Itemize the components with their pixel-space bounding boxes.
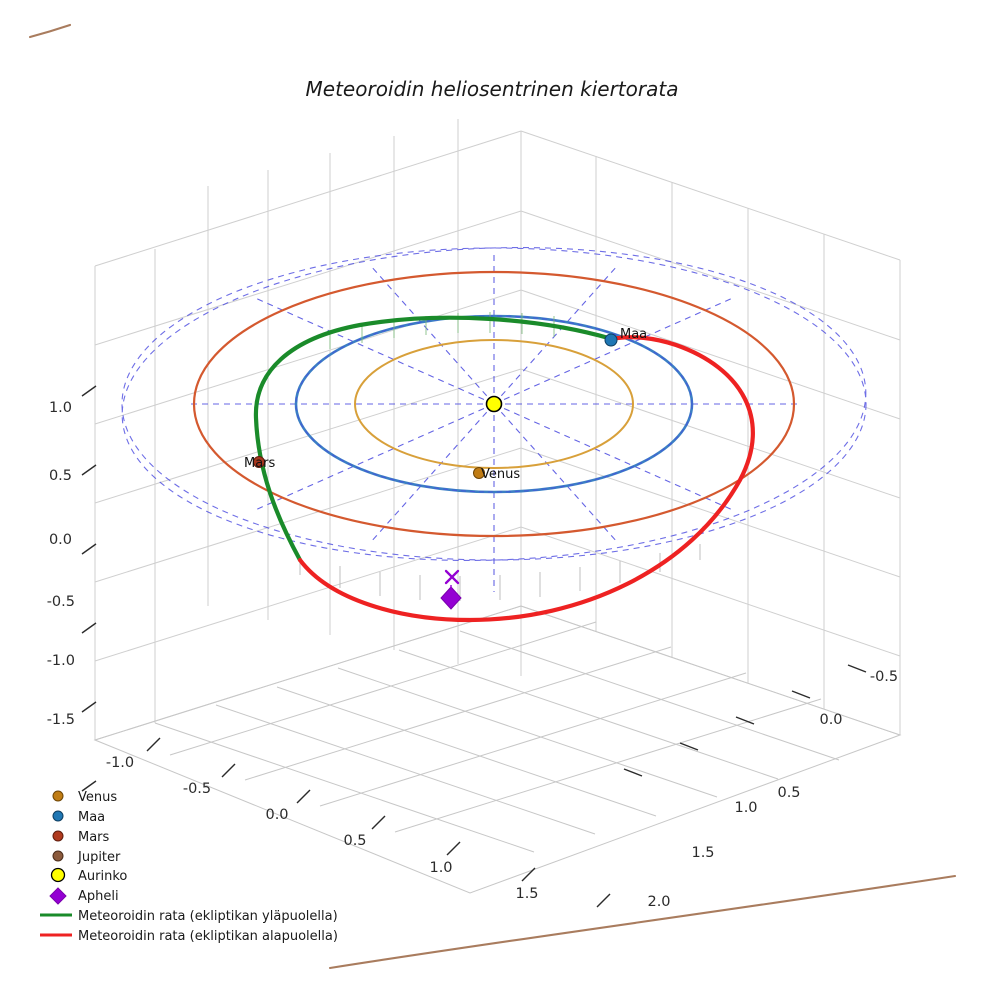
axis-y-tick-0: -0.5 bbox=[870, 669, 898, 685]
apheli-marker bbox=[440, 585, 462, 610]
maa-swatch-icon bbox=[52, 810, 64, 822]
legend-label: Aurinko bbox=[78, 869, 127, 884]
axis-y-tick-4: 1.5 bbox=[691, 845, 714, 861]
axis-z-ticks: 1.0 0.5 0.0 -0.5 -1.0 -1.5 bbox=[47, 385, 97, 792]
axis-x-tick-6: 2.0 bbox=[647, 894, 670, 910]
legend-item-mars[interactable]: Mars bbox=[52, 830, 110, 845]
legend: Venus Maa Mars Jupiter Aurinko Apheli bbox=[40, 790, 338, 944]
legend-label: Apheli bbox=[78, 889, 119, 904]
axis-y-tick-3: 1.0 bbox=[734, 800, 757, 816]
legend-item-apheli[interactable]: Apheli bbox=[49, 887, 119, 905]
legend-label: Maa bbox=[78, 810, 105, 825]
axis-y-ticks: -0.5 0.0 0.5 1.0 1.5 bbox=[623, 664, 898, 861]
axis-x-tick-2: 0.0 bbox=[265, 807, 288, 823]
annotation-venus: Venus bbox=[481, 467, 520, 482]
legend-label: Venus bbox=[78, 790, 117, 805]
axis-z-tick-1: 0.5 bbox=[49, 468, 72, 484]
meteoroid-droplines-below bbox=[299, 544, 701, 601]
axis-z-tick-0: 1.0 bbox=[49, 400, 72, 416]
axis-z-tick-2: 0.0 bbox=[49, 532, 72, 548]
annotation-mars: Mars bbox=[244, 456, 276, 471]
axes-pane-grid bbox=[94, 119, 522, 741]
legend-item-maa[interactable]: Maa bbox=[52, 810, 105, 825]
mars-marker bbox=[253, 456, 265, 468]
meteoroid-orbit-below-ecliptic bbox=[297, 335, 755, 623]
legend-item-meteoroid-below[interactable]: Meteoroidin rata (ekliptikan alapuolella… bbox=[40, 929, 338, 944]
jupiter-orbit bbox=[28, 23, 957, 970]
axes-pane-grid-right bbox=[520, 130, 901, 736]
legend-label: Mars bbox=[78, 830, 110, 845]
legend-label: Meteoroidin rata (ekliptikan alapuolella… bbox=[78, 929, 338, 944]
venus-marker bbox=[473, 467, 485, 479]
legend-label: Jupiter bbox=[77, 850, 121, 865]
ecliptic-reference-circle bbox=[121, 247, 867, 561]
venus-swatch-icon bbox=[52, 790, 64, 802]
jupiter-swatch-icon bbox=[52, 850, 64, 862]
legend-item-meteoroid-above[interactable]: Meteoroidin rata (ekliptikan yläpuolella… bbox=[40, 909, 338, 924]
axis-y-tick-2: 0.5 bbox=[777, 785, 800, 801]
axis-z-tick-3: -0.5 bbox=[47, 594, 75, 610]
apheli-projection-x-icon bbox=[444, 569, 460, 585]
apheli-swatch-icon bbox=[49, 887, 67, 905]
legend-label: Meteoroidin rata (ekliptikan yläpuolella… bbox=[78, 909, 338, 924]
mars-swatch-icon bbox=[52, 830, 64, 842]
axis-x-tick-0: -1.0 bbox=[106, 755, 134, 771]
axis-x-tick-3: 0.5 bbox=[343, 833, 366, 849]
meteoroid-orbit-above-ecliptic bbox=[253, 315, 615, 563]
legend-item-jupiter[interactable]: Jupiter bbox=[52, 850, 121, 865]
axis-x-ticks: -1.0 -0.5 0.0 0.5 1.0 1.5 2.0 bbox=[106, 737, 671, 910]
orbit-venus bbox=[354, 339, 634, 469]
orbit-mars bbox=[192, 270, 796, 538]
orbit-maa-dashed bbox=[295, 315, 693, 493]
maa-marker bbox=[604, 333, 618, 347]
axis-x-tick-4: 1.0 bbox=[429, 860, 452, 876]
aurinko-swatch-icon bbox=[50, 867, 66, 883]
axis-z-tick-5: -1.5 bbox=[47, 712, 75, 728]
page-title: Meteoroidin heliosentrinen kiertorata bbox=[306, 77, 679, 101]
axis-z-tick-4: -1.0 bbox=[47, 653, 75, 669]
axes-pane-floor bbox=[93, 605, 902, 894]
axis-y-tick-1: 0.0 bbox=[819, 712, 842, 728]
ecliptic-reference-lines bbox=[186, 254, 802, 592]
annotation-maa: Maa bbox=[620, 327, 647, 342]
legend-item-venus[interactable]: Venus bbox=[52, 790, 117, 805]
axis-x-tick-5: 1.5 bbox=[515, 886, 538, 902]
axis-x-tick-1: -0.5 bbox=[183, 781, 211, 797]
legend-item-aurinko[interactable]: Aurinko bbox=[50, 867, 128, 885]
aurinko-marker bbox=[485, 395, 503, 413]
